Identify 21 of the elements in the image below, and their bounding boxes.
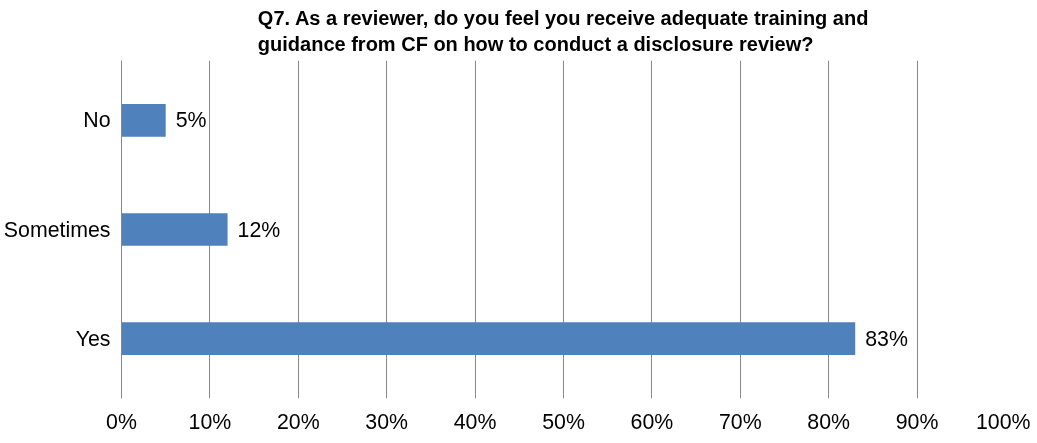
x-tick-label: 30% — [365, 409, 409, 434]
x-tick-label: 90% — [895, 409, 939, 434]
data-label: 5% — [175, 108, 207, 133]
data-label: 12% — [237, 217, 281, 242]
y-tick-label: Yes — [75, 326, 111, 351]
data-label: 83% — [865, 326, 908, 351]
bar — [121, 104, 166, 137]
y-tick-label: Sometimes — [3, 217, 111, 242]
x-tick-label: 40% — [453, 409, 497, 434]
x-tick-label: 10% — [188, 409, 232, 434]
x-tick-label: 0% — [106, 409, 137, 434]
bar — [121, 213, 228, 246]
x-tick-label: 80% — [807, 409, 851, 434]
y-tick-label: No — [83, 108, 111, 133]
x-tick-label: 50% — [542, 409, 585, 434]
bar — [121, 322, 856, 355]
x-tick-label: 70% — [718, 409, 762, 434]
x-tick-label: 100% — [975, 409, 1031, 434]
x-tick-label: 60% — [630, 409, 674, 434]
chart-title: Q7. As a reviewer, do you feel you receive adequate training and guidance from CF on how to conduct a disclosure review? — [257, 7, 869, 56]
x-tick-label: 20% — [276, 409, 320, 434]
